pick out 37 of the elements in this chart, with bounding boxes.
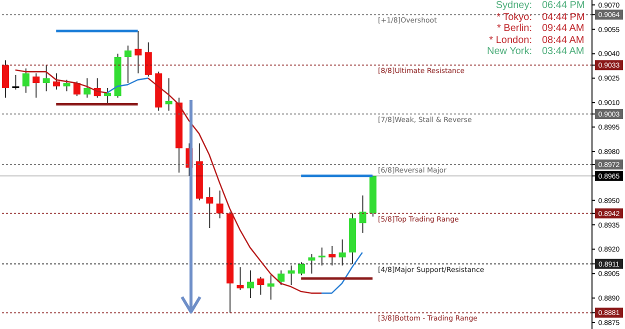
candlestick [63,79,70,92]
candlestick [328,245,336,266]
candlestick [32,72,40,98]
annotation: 03:44 AM [542,46,584,58]
candlestick [288,264,295,286]
candlestick [298,262,305,276]
candlestick [53,72,60,90]
candlestick [278,270,285,286]
annotation: * Berlin: [496,23,532,34]
candlestick [22,68,30,94]
candlestick [84,78,91,98]
candlestick [359,194,366,234]
candlestick [206,186,214,229]
annotation: Sydney: [494,0,532,12]
candlestick [246,270,254,299]
candlestick [42,64,50,92]
candlestick [318,247,326,266]
annotation: * London: [488,34,532,46]
candlestick [134,30,142,74]
candlestick [165,78,172,112]
candlestick [267,274,274,300]
candlestick [124,45,132,84]
annotation: 04:44 PM [542,12,585,23]
candlestick [216,190,224,219]
candlestick [73,80,80,97]
candlestick [257,276,264,296]
annotation: * Tokyo: [496,12,532,23]
annotation: 06:44 PM [542,0,585,12]
candlestick [12,74,20,90]
annotation: 09:44 AM [542,23,584,34]
candlestick [2,60,9,98]
annotation: 08:44 AM [542,34,584,46]
candlestick [338,238,346,266]
candlestick [144,42,152,78]
candlestick [308,254,316,274]
candlestick [236,266,244,290]
annotation: New York: [486,46,532,58]
